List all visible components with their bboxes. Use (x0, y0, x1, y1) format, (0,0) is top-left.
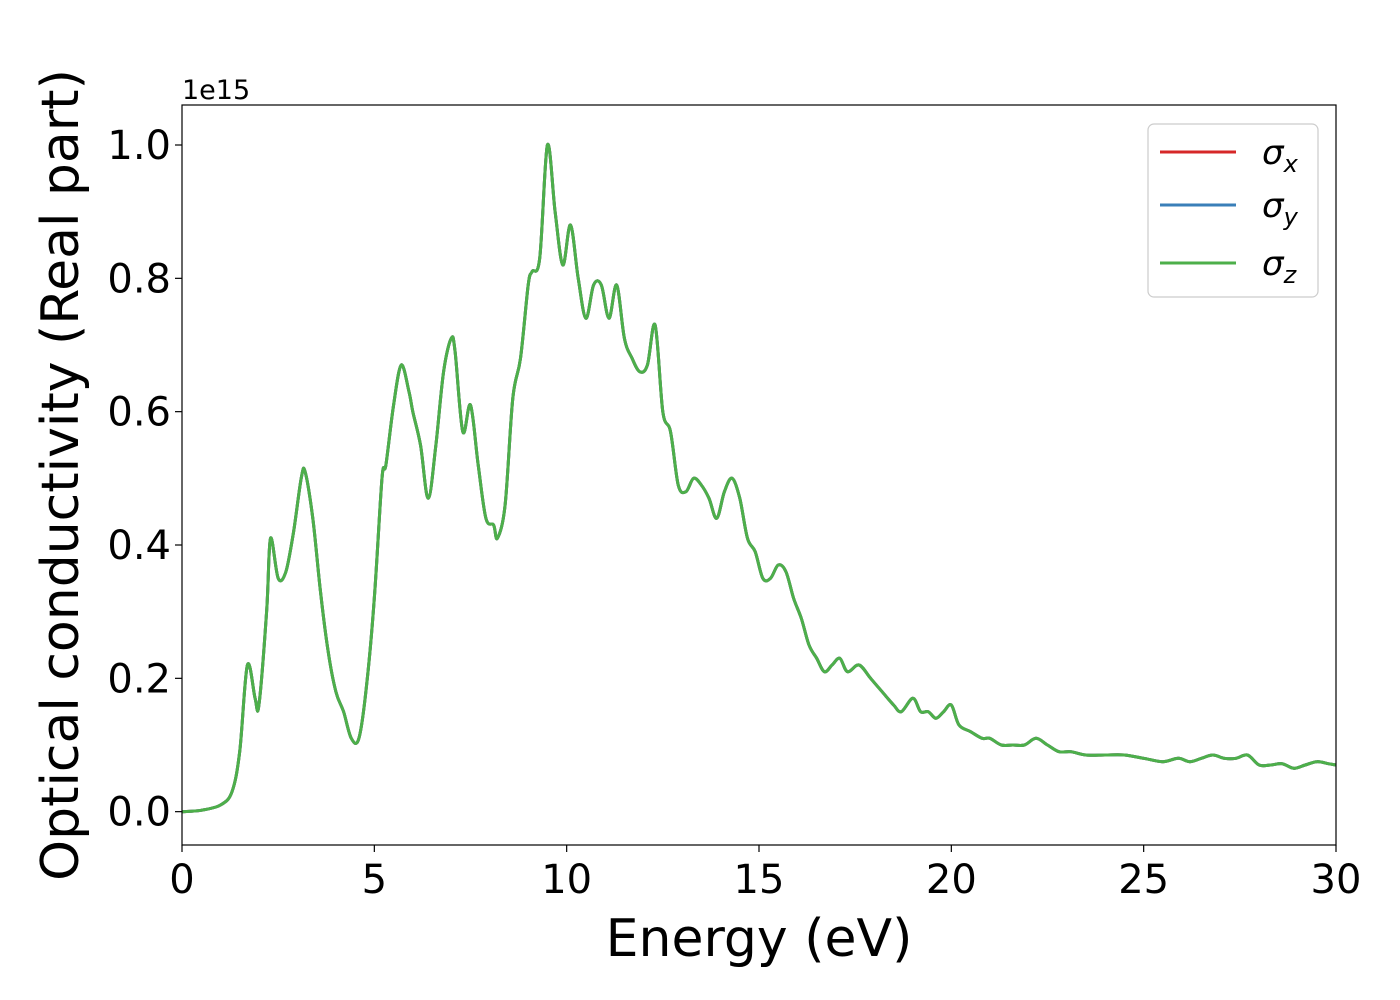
legend: σx σy σz (1147, 123, 1319, 298)
plot-area (182, 105, 1336, 845)
x-tick-label: 0 (169, 857, 194, 903)
y-tick-label: 0.0 (107, 790, 171, 836)
x-tick-label: 30 (1311, 857, 1362, 903)
y-tick-label: 0.6 (107, 390, 171, 436)
x-tick-label: 20 (926, 857, 977, 903)
series-lines (181, 142, 1337, 814)
x-axis-label: Energy (eV) (606, 909, 913, 969)
y-axis-label: Optical conductivity (Real part) (31, 69, 91, 881)
legend-label-sigma-y: σy (1262, 186, 1299, 231)
x-tick-label: 5 (362, 857, 387, 903)
legend-label-sigma-x: σx (1262, 133, 1299, 178)
y-tick-label: 1.0 (107, 123, 171, 169)
y-tick-label: 0.2 (107, 656, 171, 702)
y-tick-label: 0.4 (107, 523, 171, 569)
y-tick-label: 0.8 (107, 256, 171, 302)
legend-box (1147, 123, 1319, 298)
series-line-sigma-z (181, 142, 1337, 814)
x-tick-label: 15 (734, 857, 785, 903)
x-tick-label: 25 (1118, 857, 1169, 903)
y-offset-label: 1e15 (182, 75, 250, 106)
y-axis-ticks: 0.0 0.2 0.4 0.6 0.8 1.0 (107, 123, 182, 836)
x-tick-label: 10 (541, 857, 592, 903)
x-axis-ticks: 0 5 10 15 20 25 30 (169, 845, 1361, 903)
legend-label-sigma-z: σz (1262, 244, 1298, 289)
